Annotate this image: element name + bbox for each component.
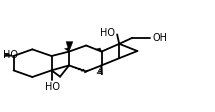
Text: HO: HO <box>100 28 115 38</box>
Text: HO: HO <box>45 82 60 92</box>
Polygon shape <box>97 48 101 52</box>
Text: OH: OH <box>152 33 167 43</box>
Polygon shape <box>66 42 73 52</box>
Polygon shape <box>64 48 69 52</box>
Polygon shape <box>4 53 14 57</box>
Text: HO: HO <box>3 50 18 60</box>
